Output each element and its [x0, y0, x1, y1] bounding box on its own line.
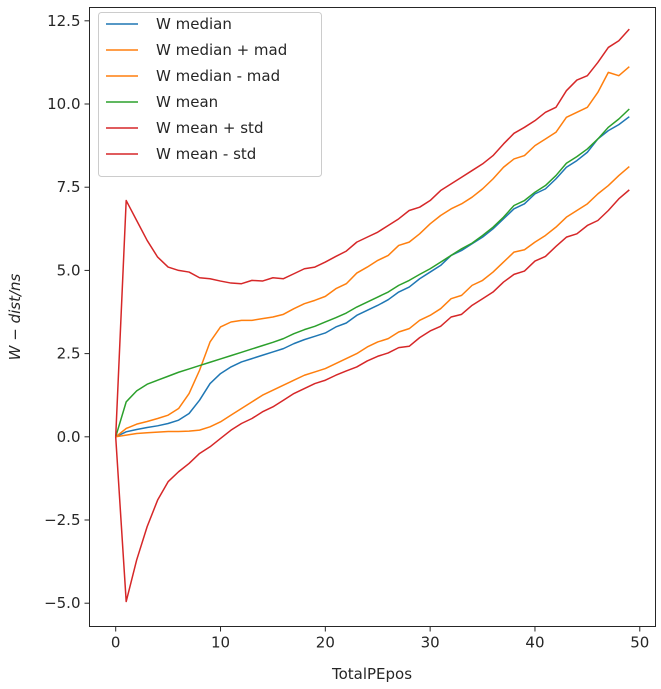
legend-box: [98, 12, 322, 177]
x-tick-label: 40: [525, 634, 544, 652]
y-tick-label: 12.5: [47, 12, 80, 30]
x-axis-label: TotalPEpos: [331, 665, 412, 683]
legend: W median W median + mad W median - mad W me…: [98, 12, 322, 177]
plot-frame: [89, 7, 656, 627]
legend-entry-label: W mean - std: [156, 145, 256, 163]
series-line-1: [115, 116, 630, 438]
series-line-5: [114, 28, 630, 437]
y-tick-label: 10.0: [47, 95, 80, 113]
series-line-4: [114, 108, 630, 438]
y-tick-label: 7.5: [57, 178, 81, 196]
series-line-6: [114, 189, 630, 603]
series-lines: [114, 28, 630, 603]
y-tick-label: −5.0: [44, 594, 80, 612]
y-axis-label: W − dist/ns: [6, 273, 24, 360]
legend-entry-label: W median - mad: [156, 67, 280, 85]
legend-entry-label: W median + mad: [156, 41, 287, 59]
series-line-3: [115, 166, 630, 438]
x-tick-label: 10: [211, 634, 230, 652]
legend-entry-label: W mean + std: [156, 119, 263, 137]
y-tick-label: −2.5: [44, 511, 80, 529]
y-tick-label: 5.0: [57, 261, 81, 279]
x-tick-label: 20: [316, 634, 335, 652]
x-tick-label: 30: [421, 634, 440, 652]
legend-entry-label: W mean: [156, 93, 218, 111]
x-tick-label: 50: [630, 634, 649, 652]
axis-ticks: 0 10 20 30 40 50 −5.0 −2.5 0.0 2.5 5.0 7.5 10.0 12.5: [44, 12, 649, 652]
legend-entry-label: W median: [156, 15, 232, 33]
y-tick-label: 0.0: [57, 428, 81, 446]
x-tick-label: 0: [111, 634, 121, 652]
y-tick-label: 2.5: [57, 345, 81, 363]
